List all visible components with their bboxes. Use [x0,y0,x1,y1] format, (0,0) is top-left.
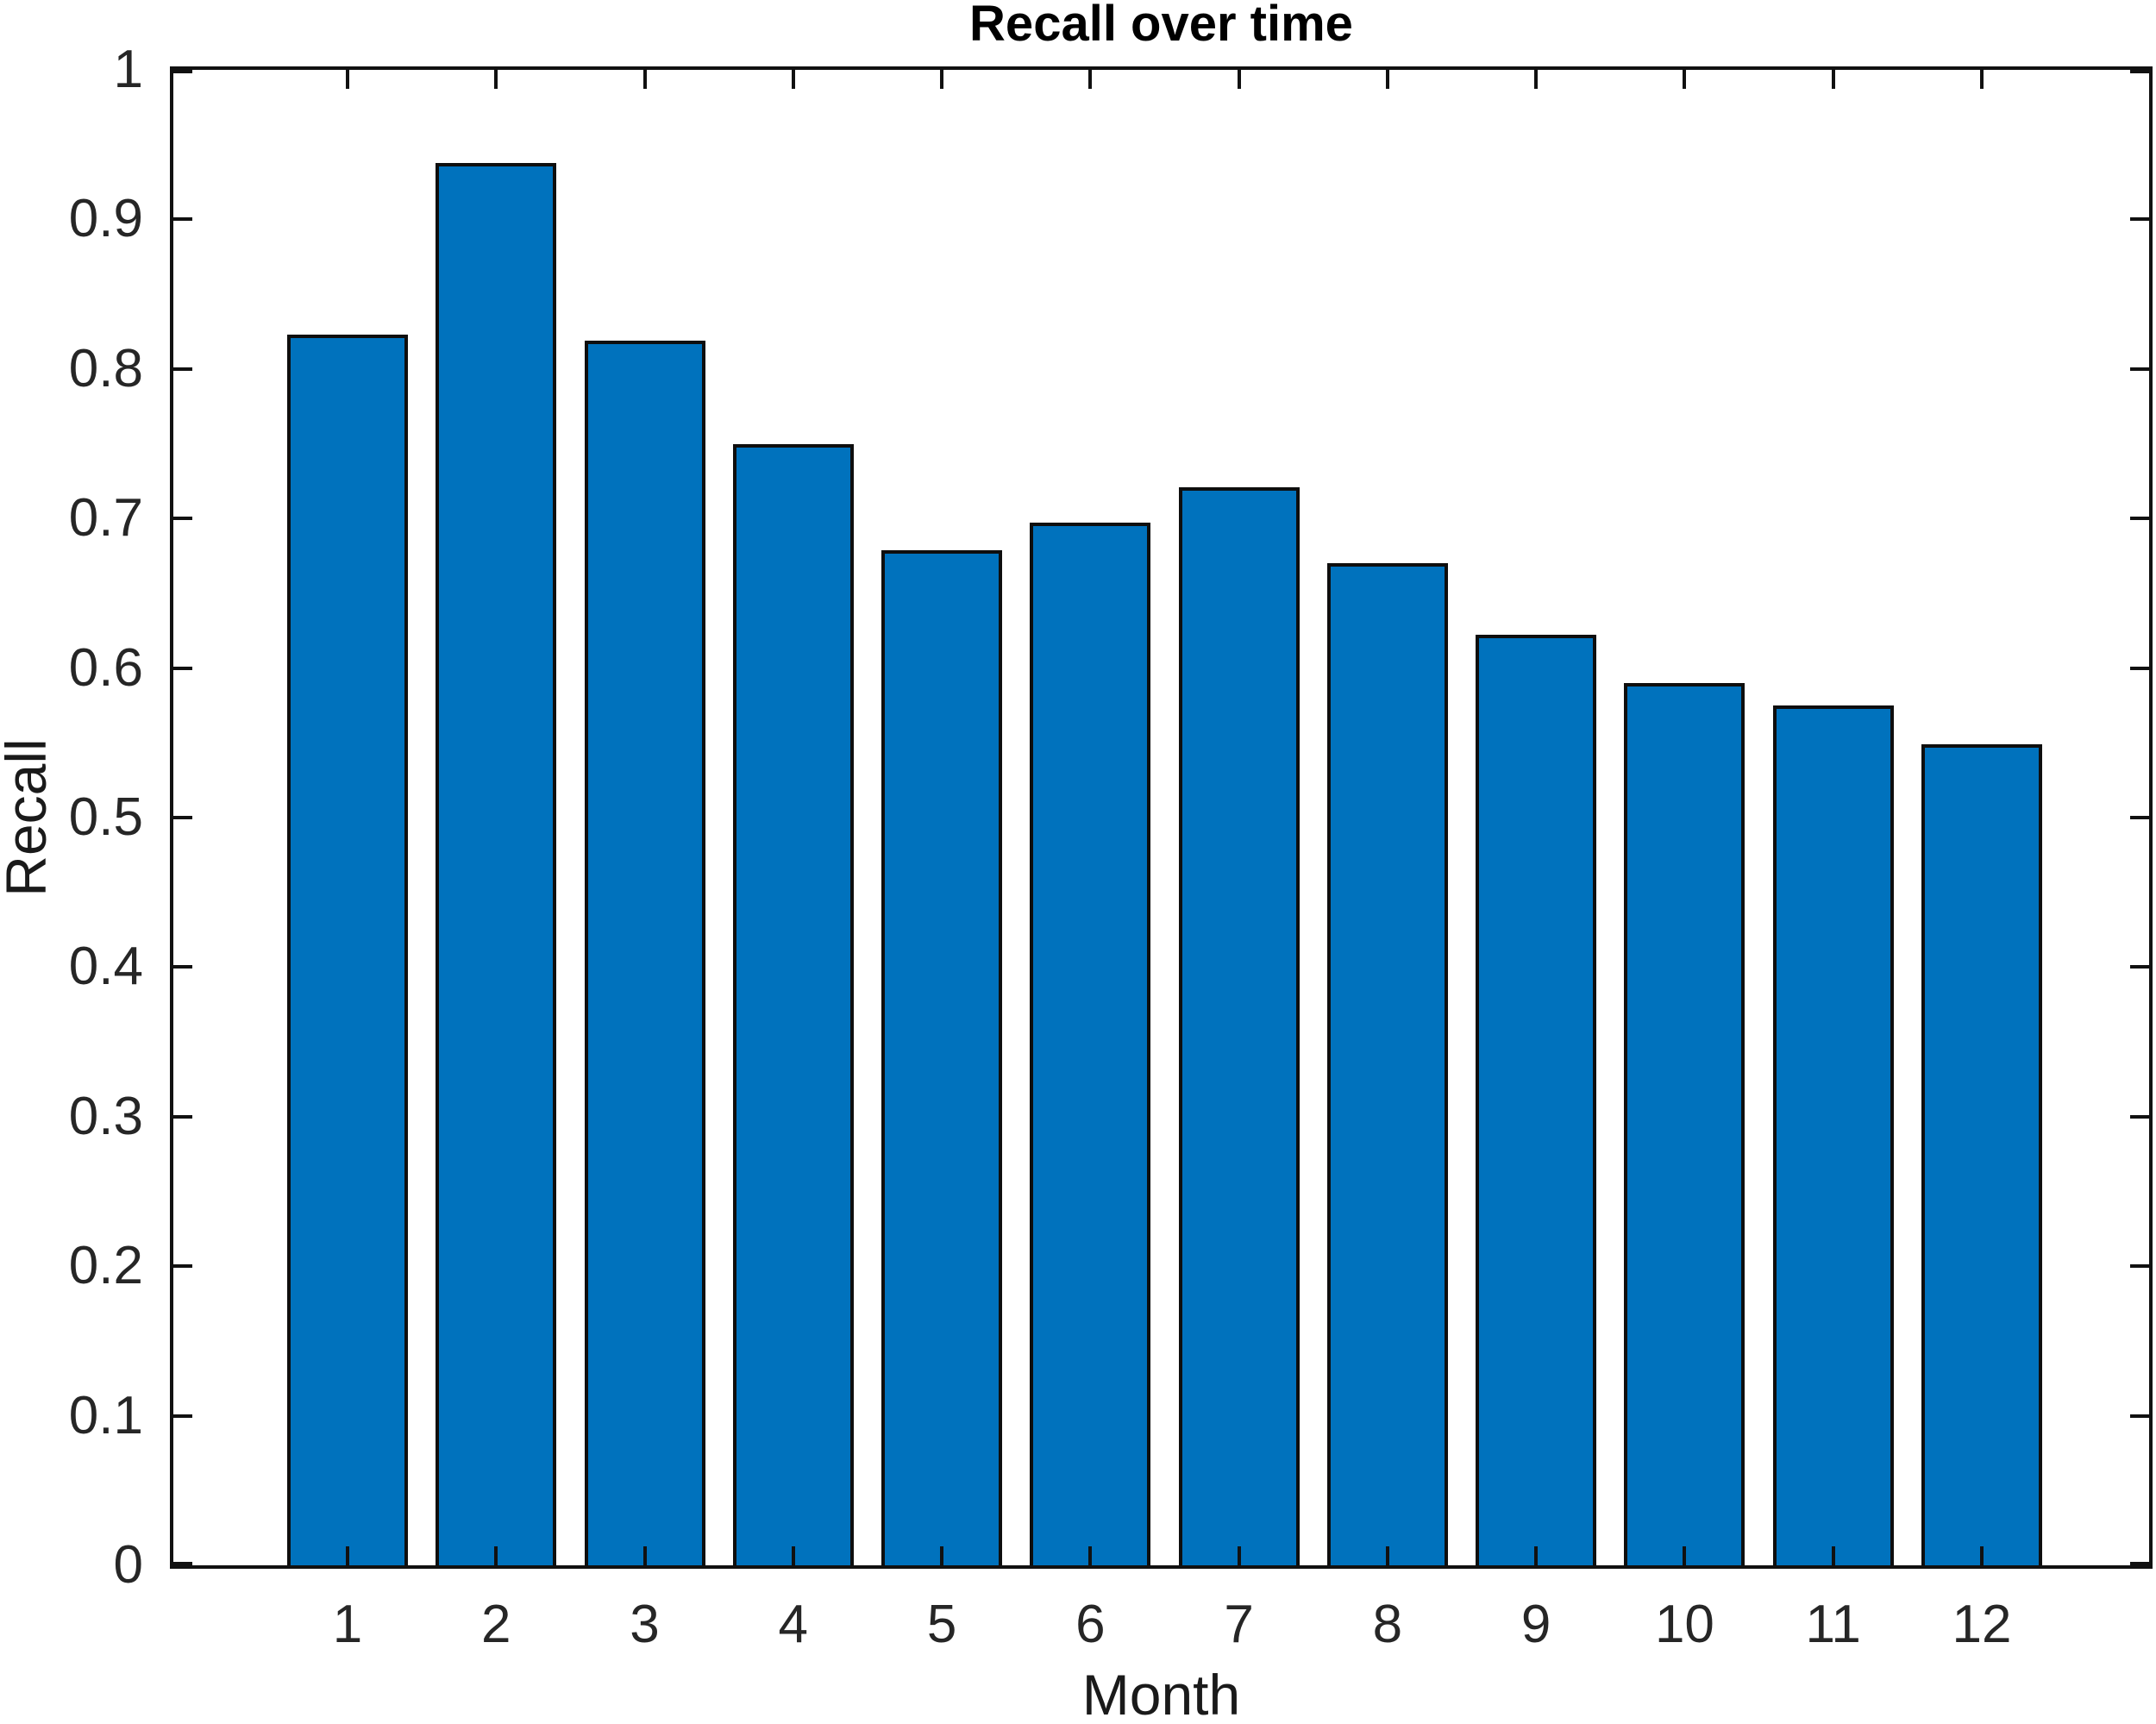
bar-month-8 [1326,563,1448,1565]
x-tick-top [1831,70,1835,89]
x-tick-bottom [1683,1546,1687,1565]
bar-month-9 [1476,635,1597,1565]
x-tick-bottom [940,1546,944,1565]
x-tick-label: 8 [1372,1595,1403,1654]
x-tick-bottom [1385,1546,1389,1565]
y-tick-left [173,1114,192,1119]
bar-month-3 [584,340,705,1565]
y-tick-left [173,367,192,371]
x-tick-top [1979,70,1984,89]
bar-month-1 [287,334,408,1565]
y-tick-right [2130,1114,2149,1119]
x-tick-top [1237,70,1241,89]
chart-title: Recall over time [969,0,1353,52]
y-tick-label: 0.1 [68,1385,143,1445]
y-tick-right [2130,1562,2149,1565]
y-tick-right [2130,517,2149,521]
bar-month-10 [1624,682,1745,1565]
y-tick-labels: 0 0.1 0.2 0.3 0.4 0.5 0.6 0.7 0.8 0.9 1 [0,43,145,1592]
y-tick-label: 1 [113,40,143,99]
bar-month-5 [881,549,1003,1565]
x-tick-bottom [791,1546,795,1565]
y-tick-left [173,1264,192,1269]
y-tick-label: 0.7 [68,488,143,549]
y-tick-label: 0.4 [68,937,143,997]
y-tick-label: 0.8 [68,338,143,398]
x-tick-top [1088,70,1093,89]
x-tick-top [494,70,498,89]
x-tick-label: 6 [1075,1595,1106,1654]
bar-month-12 [1921,744,2042,1565]
x-tick-label: 5 [926,1595,957,1654]
x-tick-label: 3 [630,1595,660,1654]
y-tick-label: 0 [113,1535,143,1595]
y-tick-right [2130,70,2149,73]
y-tick-left [173,217,192,222]
x-tick-top [1534,70,1539,89]
x-tick-bottom [494,1546,498,1565]
y-tick-right [2130,1264,2149,1269]
x-tick-bottom [1237,1546,1241,1565]
x-tick-top [1683,70,1687,89]
y-tick-left [173,666,192,670]
x-axis-title: Month [1081,1663,1241,1724]
y-tick-label: 0.2 [68,1236,143,1296]
x-tick-label: 4 [778,1595,809,1654]
y-tick-label: 0.5 [68,787,143,847]
x-tick-label: 7 [1224,1595,1254,1654]
x-tick-labels: 1 2 3 4 5 6 7 8 9 10 11 12 [170,1569,2153,1664]
x-tick-label: 2 [481,1595,511,1654]
bar-month-7 [1178,486,1300,1565]
bar-month-6 [1030,523,1151,1565]
y-tick-right [2130,1414,2149,1418]
plot-area [170,66,2153,1569]
x-tick-top [1385,70,1389,89]
x-tick-bottom [642,1546,647,1565]
y-tick-right [2130,816,2149,819]
y-tick-left [173,70,192,73]
y-tick-right [2130,217,2149,222]
bar-month-4 [732,443,854,1565]
y-tick-right [2130,666,2149,670]
x-tick-top [791,70,795,89]
x-tick-bottom [1831,1546,1835,1565]
x-tick-top [940,70,944,89]
x-tick-bottom [1979,1546,1984,1565]
x-tick-label: 11 [1805,1595,1861,1654]
y-tick-label: 0.9 [68,189,143,249]
x-tick-top [346,70,349,89]
y-tick-left [173,965,192,969]
y-tick-left [173,1414,192,1418]
y-tick-left [173,517,192,521]
y-tick-left [173,816,192,819]
bar-month-11 [1772,705,1894,1565]
y-tick-left [173,1562,192,1565]
y-tick-right [2130,367,2149,371]
bar-month-2 [436,162,557,1565]
x-tick-label: 10 [1654,1595,1714,1654]
y-tick-right [2130,965,2149,969]
x-tick-label: 9 [1520,1595,1551,1654]
x-tick-bottom [346,1546,349,1565]
x-tick-label: 12 [1952,1595,2012,1654]
x-tick-top [642,70,647,89]
x-tick-bottom [1088,1546,1093,1565]
x-tick-bottom [1534,1546,1539,1565]
y-tick-label: 0.6 [68,637,143,698]
x-tick-label: 1 [332,1595,363,1654]
y-tick-label: 0.3 [68,1086,143,1146]
